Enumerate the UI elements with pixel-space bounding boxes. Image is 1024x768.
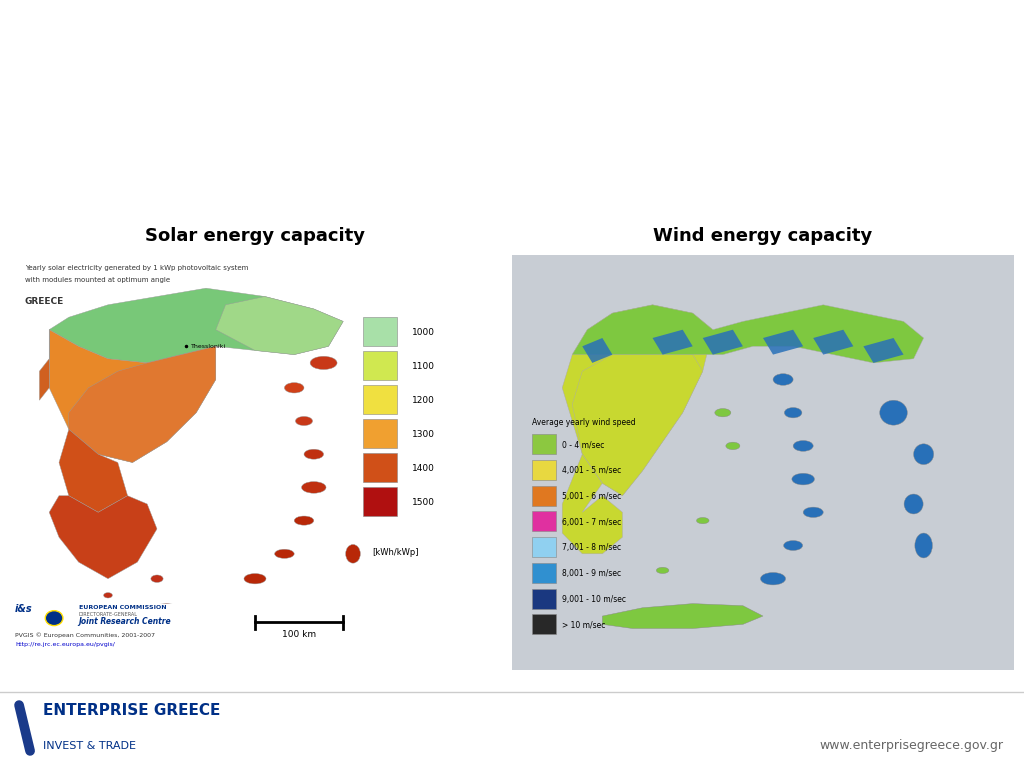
Ellipse shape <box>794 441 813 452</box>
Bar <box>532 588 556 608</box>
Ellipse shape <box>285 382 304 393</box>
Ellipse shape <box>310 356 337 369</box>
Text: http://re.jrc.ec.europa.eu/pvgis/: http://re.jrc.ec.europa.eu/pvgis/ <box>15 642 115 647</box>
Ellipse shape <box>913 444 934 465</box>
Text: INVEST & TRADE: INVEST & TRADE <box>43 740 136 750</box>
Polygon shape <box>69 346 216 462</box>
Ellipse shape <box>914 533 933 558</box>
Bar <box>362 453 397 482</box>
Bar <box>362 386 397 415</box>
Text: Unexploited Capacity: Unexploited Capacity <box>262 71 762 113</box>
Text: with modules mounted at optimum angle: with modules mounted at optimum angle <box>25 276 170 283</box>
Text: Joint Research Centre: Joint Research Centre <box>79 617 171 625</box>
Text: ENTERPRISE GREECE: ENTERPRISE GREECE <box>43 703 220 718</box>
Ellipse shape <box>783 541 803 551</box>
Text: DIRECTORATE-GENERAL: DIRECTORATE-GENERAL <box>79 612 137 617</box>
Polygon shape <box>49 604 225 633</box>
Text: 1100: 1100 <box>412 362 435 371</box>
Polygon shape <box>59 429 128 512</box>
Bar <box>532 537 556 557</box>
Ellipse shape <box>346 545 360 563</box>
Text: 100 km: 100 km <box>282 630 316 639</box>
Text: > 10 m/sec: > 10 m/sec <box>562 621 605 630</box>
Ellipse shape <box>880 400 907 425</box>
Bar <box>362 351 397 380</box>
Ellipse shape <box>304 449 324 459</box>
Bar <box>532 485 556 505</box>
Text: 0 - 4 m/sec: 0 - 4 m/sec <box>562 441 604 449</box>
Text: Region of  Eastern Macedonia-Thrace has unexploited capacity in Wind energy and : Region of Eastern Macedonia-Thrace has u… <box>54 162 970 177</box>
Ellipse shape <box>803 507 823 518</box>
Bar <box>15 604 230 666</box>
Text: 8,001 - 9 m/sec: 8,001 - 9 m/sec <box>562 569 622 578</box>
Polygon shape <box>562 454 623 554</box>
Text: Thessloniki: Thessloniki <box>191 344 226 349</box>
Ellipse shape <box>296 416 312 425</box>
Polygon shape <box>49 288 343 363</box>
Ellipse shape <box>761 572 785 585</box>
Ellipse shape <box>274 549 294 558</box>
Text: GREECE: GREECE <box>25 296 63 306</box>
Polygon shape <box>602 604 763 628</box>
Text: EUROPEAN COMMISSION: EUROPEAN COMMISSION <box>79 604 166 610</box>
Text: 1500: 1500 <box>412 498 435 507</box>
Polygon shape <box>49 329 216 462</box>
Polygon shape <box>652 329 692 355</box>
Ellipse shape <box>715 409 731 417</box>
Text: 7,001 - 8 m/sec: 7,001 - 8 m/sec <box>562 544 622 552</box>
Polygon shape <box>572 355 702 495</box>
Polygon shape <box>216 296 343 355</box>
Polygon shape <box>763 329 803 355</box>
Bar <box>532 460 556 480</box>
Text: www.enterprisegreece.gov.gr: www.enterprisegreece.gov.gr <box>819 739 1004 752</box>
Bar <box>532 614 556 634</box>
Bar <box>362 488 397 516</box>
Text: Yearly solar electricity generated by 1 kWp photovoltaic system: Yearly solar electricity generated by 1 … <box>25 266 248 271</box>
Polygon shape <box>702 329 743 355</box>
Text: 1000: 1000 <box>412 328 435 337</box>
FancyArrowPatch shape <box>19 705 30 751</box>
Text: 1400: 1400 <box>412 464 434 473</box>
Ellipse shape <box>784 408 802 418</box>
Ellipse shape <box>151 575 163 582</box>
Text: 1300: 1300 <box>412 430 435 439</box>
Text: Wind energy capacity: Wind energy capacity <box>653 227 872 245</box>
Ellipse shape <box>301 482 326 493</box>
Polygon shape <box>39 329 49 400</box>
Ellipse shape <box>904 494 924 514</box>
Ellipse shape <box>294 516 313 525</box>
Bar <box>362 317 397 346</box>
Polygon shape <box>572 305 924 363</box>
Text: As shown in the attached Maps the potential is tremendous.: As shown in the attached Maps the potent… <box>252 189 772 204</box>
Ellipse shape <box>244 574 266 584</box>
Text: Solar energy capacity: Solar energy capacity <box>145 227 365 245</box>
Text: [kWh/kWp]: [kWh/kWp] <box>373 548 419 557</box>
Text: 9,001 - 10 m/sec: 9,001 - 10 m/sec <box>562 595 627 604</box>
Ellipse shape <box>696 518 709 524</box>
Bar <box>532 511 556 531</box>
Text: PVGIS © European Communities, 2001-2007: PVGIS © European Communities, 2001-2007 <box>15 632 155 637</box>
Text: i&s: i&s <box>15 604 33 614</box>
Polygon shape <box>562 305 713 495</box>
Ellipse shape <box>726 442 740 449</box>
Ellipse shape <box>656 568 669 574</box>
Bar <box>532 434 556 454</box>
Circle shape <box>45 611 62 626</box>
Polygon shape <box>583 338 612 363</box>
Bar <box>362 419 397 449</box>
Text: 5,001 - 6 m/sec: 5,001 - 6 m/sec <box>562 492 622 501</box>
Text: Renewable Energy Sources –: Renewable Energy Sources – <box>176 17 848 59</box>
Ellipse shape <box>103 593 113 598</box>
Polygon shape <box>863 338 903 363</box>
Text: 6,001 - 7 m/sec: 6,001 - 7 m/sec <box>562 518 622 527</box>
Text: 4,001 - 5 m/sec: 4,001 - 5 m/sec <box>562 466 622 475</box>
Text: 1200: 1200 <box>412 396 434 406</box>
Ellipse shape <box>773 374 794 386</box>
Bar <box>532 563 556 583</box>
Text: Average yearly wind speed: Average yearly wind speed <box>532 418 636 427</box>
Ellipse shape <box>792 473 814 485</box>
Polygon shape <box>49 495 157 579</box>
Polygon shape <box>813 329 853 355</box>
